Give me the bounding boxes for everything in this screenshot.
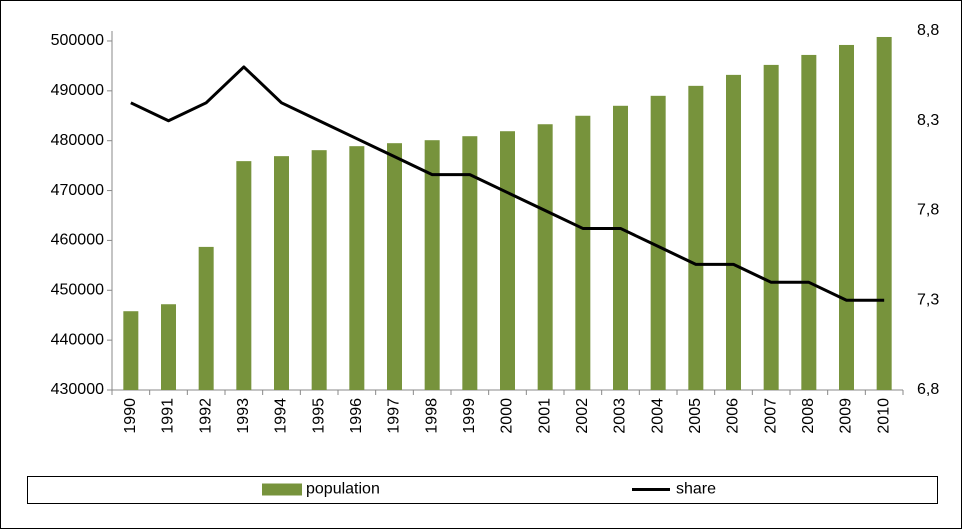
y-tick-label: 430000 (51, 381, 104, 398)
y2-tick-label: 7,3 (917, 291, 939, 308)
x-tick-label: 1992 (197, 398, 214, 434)
y-tick-label: 460000 (51, 232, 104, 249)
bar (763, 64, 779, 391)
bar (349, 146, 365, 390)
x-tick-label: 2003 (612, 398, 629, 434)
bar (123, 311, 139, 390)
bar (274, 156, 289, 390)
legend-box (27, 476, 938, 504)
x-tick-label: 2001 (536, 398, 553, 434)
bar (575, 115, 591, 390)
legend-swatch (262, 483, 302, 496)
y-tick-label: 490000 (51, 82, 104, 99)
bar (688, 85, 704, 390)
x-tick-label: 1998 (423, 398, 440, 434)
x-tick-label: 2004 (649, 398, 666, 434)
bar (500, 131, 515, 391)
y-tick-label: 470000 (51, 182, 104, 199)
x-tick-label: 1997 (386, 398, 403, 434)
x-tick-label: 2010 (875, 398, 892, 434)
x-tick-label: 2005 (687, 398, 704, 434)
line (130, 65, 885, 302)
x-tick-label: 2006 (725, 398, 742, 434)
y2-tick-label: 8,8 (917, 22, 939, 39)
bar (726, 74, 741, 390)
x-tick-label: 1993 (235, 398, 252, 434)
bar (537, 124, 553, 390)
x-tick-label: 1995 (310, 398, 327, 434)
bar (876, 36, 892, 390)
bar (311, 150, 327, 390)
bar (198, 246, 214, 390)
y-tick-label: 480000 (51, 132, 104, 149)
y2-tick-label: 6,8 (917, 381, 939, 398)
x-tick-label: 2008 (800, 398, 817, 434)
legend-label: share (676, 481, 716, 498)
x-tick-label: 1996 (348, 398, 365, 434)
bar (801, 54, 817, 390)
x-tick-label: 2007 (762, 398, 779, 434)
x-tick-label: 1991 (160, 398, 177, 434)
bar (613, 105, 628, 391)
x-tick-label: 1990 (122, 398, 139, 434)
bar (462, 136, 478, 390)
x-tick-label: 1999 (461, 398, 478, 434)
bar (387, 143, 402, 390)
y-tick-label: 500000 (51, 32, 104, 49)
bar (424, 140, 440, 390)
bar (650, 95, 666, 390)
y-tick-label: 440000 (51, 331, 104, 348)
y2-tick-label: 8,3 (917, 112, 939, 129)
x-tick-label: 1994 (273, 398, 290, 434)
legend-label: population (306, 481, 380, 498)
bar (161, 304, 176, 390)
y-tick-label: 450000 (51, 281, 104, 298)
bar (839, 44, 854, 390)
x-tick-label: 2000 (499, 398, 516, 434)
x-tick-label: 2002 (574, 398, 591, 434)
x-tick-label: 2009 (838, 398, 855, 434)
y2-tick-label: 7,8 (917, 202, 939, 219)
bar (236, 161, 252, 390)
